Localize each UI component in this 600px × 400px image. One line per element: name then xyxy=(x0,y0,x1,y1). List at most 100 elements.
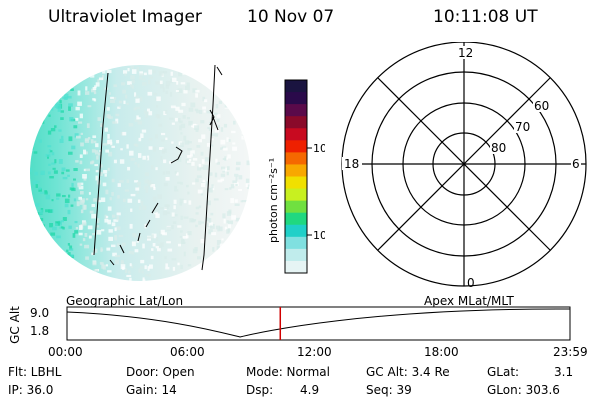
uv-speckle xyxy=(180,264,183,270)
glat-value: 3.1 xyxy=(554,365,574,379)
uv-speckle xyxy=(104,218,109,223)
uv-speckle xyxy=(62,217,67,221)
uv-image-panel xyxy=(30,64,250,281)
uv-speckle xyxy=(202,273,207,277)
uv-speckle xyxy=(215,158,218,163)
uv-speckle xyxy=(148,80,151,85)
uv-speckle xyxy=(198,139,203,143)
uv-speckle xyxy=(104,214,107,220)
uv-speckle xyxy=(177,88,183,93)
uv-speckle xyxy=(146,155,150,161)
uv-speckle xyxy=(80,142,84,147)
uv-speckle xyxy=(164,256,167,260)
uv-speckle xyxy=(249,195,250,201)
uv-speckle xyxy=(172,266,176,271)
uv-speckle xyxy=(153,146,157,152)
uv-speckle xyxy=(50,232,56,236)
uv-speckle xyxy=(96,230,102,235)
uv-speckle xyxy=(220,173,226,177)
uv-speckle xyxy=(165,266,170,270)
uv-speckle xyxy=(126,179,130,184)
timeline-x-tick: 12:00 xyxy=(297,345,332,359)
uv-speckle xyxy=(249,72,250,78)
uv-speckle xyxy=(240,238,245,241)
uv-speckle xyxy=(161,132,166,136)
uv-speckle xyxy=(162,148,167,153)
uv-speckle xyxy=(208,267,212,272)
uv-speckle xyxy=(66,95,72,99)
uv-speckle xyxy=(45,209,51,213)
uv-speckle xyxy=(118,105,122,108)
uv-speckle xyxy=(39,102,45,107)
uv-speckle xyxy=(141,81,147,86)
uv-speckle xyxy=(131,69,137,74)
timeline-x-tick: 23:59 xyxy=(553,345,588,359)
mlt-label-midnight: 0 xyxy=(467,276,475,290)
uv-speckle xyxy=(53,170,58,174)
uv-speckle xyxy=(109,197,112,201)
uv-speckle xyxy=(54,105,58,108)
uv-speckle xyxy=(104,127,108,132)
uv-speckle xyxy=(84,233,88,237)
uv-speckle xyxy=(108,277,113,281)
uv-speckle xyxy=(136,191,139,194)
uv-speckle xyxy=(240,200,243,203)
uv-speckle xyxy=(221,166,226,170)
uv-speckle xyxy=(148,146,153,150)
uv-speckle xyxy=(224,104,229,108)
uv-speckle xyxy=(157,243,163,249)
uv-speckle xyxy=(35,71,40,75)
timeline-x-tick: 06:00 xyxy=(170,345,205,359)
uv-speckle xyxy=(45,153,51,157)
uv-speckle xyxy=(227,273,232,277)
uv-speckle xyxy=(95,143,99,148)
uv-speckle xyxy=(112,252,117,257)
uv-speckle xyxy=(99,261,103,265)
uv-speckle xyxy=(47,95,51,101)
uv-speckle xyxy=(133,233,137,238)
uv-speckle xyxy=(97,79,100,83)
uv-speckle xyxy=(139,206,142,211)
uv-speckle xyxy=(111,244,116,248)
uv-speckle xyxy=(136,240,139,243)
uv-speckle xyxy=(128,270,131,274)
uv-speckle xyxy=(147,108,150,112)
uv-speckle xyxy=(91,88,96,93)
uv-speckle xyxy=(35,184,38,188)
uv-speckle xyxy=(114,235,118,241)
uv-speckle xyxy=(31,92,35,97)
uv-speckle xyxy=(91,213,97,219)
uv-speckle xyxy=(67,174,70,177)
uv-speckle xyxy=(236,265,242,269)
uv-speckle xyxy=(107,219,111,225)
uv-speckle xyxy=(214,128,220,133)
uv-speckle xyxy=(97,117,102,121)
uv-speckle xyxy=(81,68,86,73)
uv-speckle xyxy=(38,228,42,231)
uv-speckle xyxy=(222,213,226,219)
uv-speckle xyxy=(80,209,84,214)
uv-speckle xyxy=(219,243,225,248)
colorbar-band xyxy=(285,128,307,141)
uv-speckle xyxy=(50,128,56,132)
uv-speckle xyxy=(137,163,140,168)
uv-speckle xyxy=(176,172,179,176)
uv-speckle xyxy=(195,128,199,133)
mlt-label-noon: 12 xyxy=(458,46,473,60)
uv-speckle xyxy=(56,68,61,71)
gain-info: Gain: 14 xyxy=(126,383,177,397)
uv-speckle xyxy=(134,119,140,122)
colorbar-band xyxy=(285,188,307,202)
uv-speckle xyxy=(76,201,80,207)
uv-speckle xyxy=(31,225,35,229)
uv-speckle xyxy=(57,250,63,255)
uv-speckle xyxy=(77,182,82,188)
uv-speckle xyxy=(122,89,127,94)
uv-speckle xyxy=(32,180,38,186)
uv-speckle xyxy=(209,144,214,147)
uv-speckle xyxy=(159,207,164,210)
uv-speckle xyxy=(136,67,140,72)
uv-speckle xyxy=(151,248,154,251)
uv-speckle xyxy=(44,191,48,195)
uv-speckle xyxy=(216,119,220,122)
